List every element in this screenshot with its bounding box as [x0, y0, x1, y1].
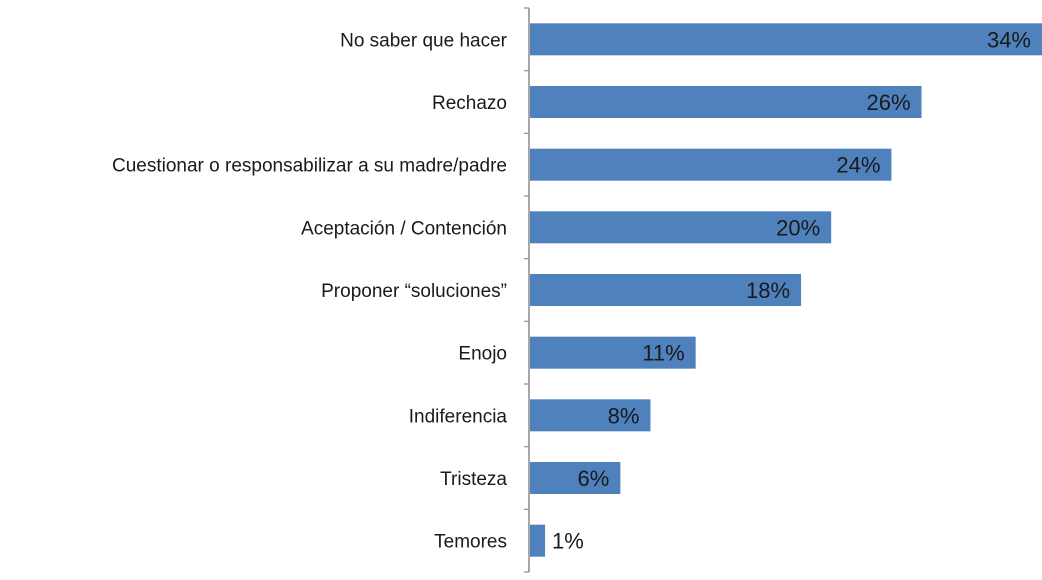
data-label: 24%	[836, 153, 880, 178]
bar	[530, 274, 802, 306]
category-label: Indiferencia	[409, 406, 508, 427]
bar	[530, 524, 546, 557]
category-label: Tristeza	[440, 469, 507, 490]
value-labels: 34% 26% 24% 20% 18% 11% 8% 6% 1%	[552, 27, 1031, 553]
data-label: 34%	[987, 27, 1031, 52]
category-labels: No saber que hacer Rechazo Cuestionar o re…	[112, 30, 508, 552]
data-label: 11%	[642, 341, 684, 366]
bar	[530, 211, 832, 244]
category-label: No saber que hacer	[340, 30, 508, 51]
data-label: 8%	[608, 403, 640, 428]
category-label: Rechazo	[432, 93, 507, 114]
data-label: 6%	[578, 466, 610, 491]
category-label: Enojo	[458, 344, 507, 365]
bar	[530, 462, 621, 494]
category-label: Proponer “soluciones”	[321, 281, 507, 302]
bar	[530, 399, 651, 432]
data-label: 26%	[866, 90, 910, 115]
bar	[530, 336, 696, 369]
bar	[530, 148, 892, 181]
data-label: 1%	[552, 529, 584, 554]
data-label: 18%	[746, 278, 790, 303]
category-label: Temores	[434, 532, 507, 553]
bar	[530, 23, 1042, 56]
category-label: Cuestionar o responsabilizar a su madre/…	[112, 156, 507, 177]
bars-group	[530, 23, 1042, 557]
category-label: Aceptación / Contención	[301, 218, 507, 239]
data-label: 20%	[776, 215, 820, 240]
bar	[530, 86, 922, 118]
axis-ticks	[524, 7, 529, 573]
